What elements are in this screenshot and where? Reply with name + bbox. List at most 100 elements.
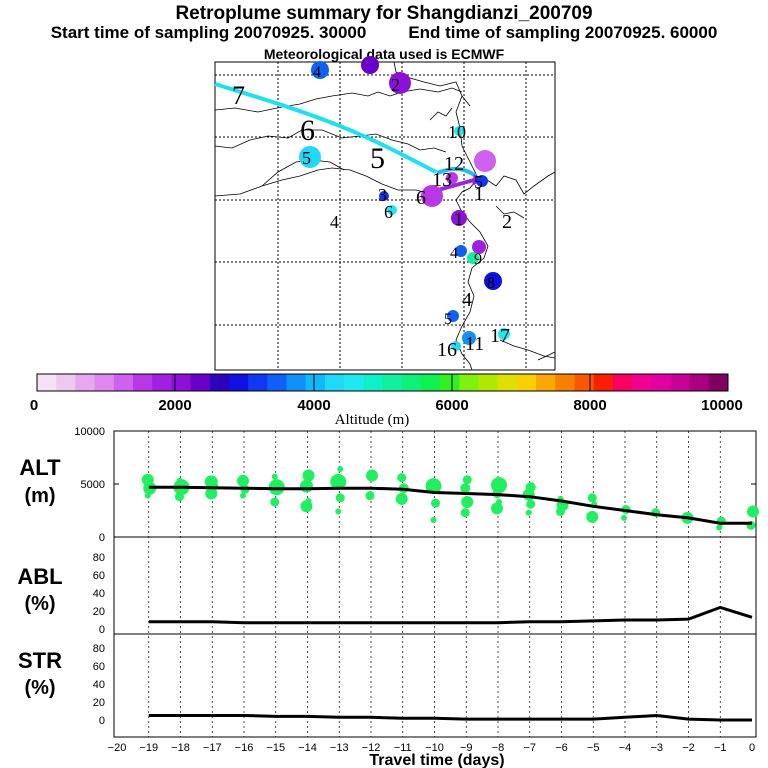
alt-panel: ALT (m) 10000 5000 0 <box>19 426 759 544</box>
cluster-circle <box>474 150 496 172</box>
colorbar-cell <box>593 374 614 391</box>
map-day-label: 5 <box>474 172 483 192</box>
colorbar-cell <box>267 374 288 391</box>
colorbar-cell <box>75 374 96 391</box>
abl-ytick: 60 <box>93 570 105 582</box>
cluster-circle <box>379 191 389 201</box>
x-tick-label: −11 <box>394 742 412 754</box>
alt-point <box>365 491 375 501</box>
x-tick-label: −10 <box>425 742 444 754</box>
cluster-circle <box>472 240 486 254</box>
map-day-label: 6 <box>416 187 426 209</box>
cluster-circle <box>389 72 411 94</box>
colorbar-cell <box>171 374 192 391</box>
x-tick-label: −1 <box>714 742 727 754</box>
alt-point <box>204 475 218 489</box>
trajectory-purple <box>437 178 475 192</box>
alt-point <box>366 469 378 482</box>
end-time: End time of sampling 20070925. 60000 <box>408 23 718 42</box>
colorbar-tick: 0 <box>30 397 38 414</box>
map-day-label: 13 <box>432 169 452 191</box>
sampling-times: Start time of sampling 20070925. 30000 En… <box>0 23 768 43</box>
colorbar-cell <box>574 374 595 391</box>
x-axis-ticks: −20 −19 −18 −17 −16 −15 −14 −13 −12 −11 −10 −9 −8 −7−… <box>108 742 755 754</box>
colorbar-cell <box>612 374 633 391</box>
alt-point <box>270 497 280 507</box>
colorbar-cell <box>420 374 441 391</box>
map-day-label: 4 <box>462 289 472 311</box>
colorbar-cell <box>209 374 230 391</box>
alt-point <box>621 514 627 521</box>
cluster-circle <box>311 61 329 79</box>
map-day-label: 2 <box>502 211 512 233</box>
x-tick-label: −6 <box>555 742 568 754</box>
start-time: Start time of sampling 20070925. 30000 <box>50 23 367 42</box>
cluster-circle <box>299 146 321 168</box>
trajectory-cyan-end <box>436 166 478 178</box>
alt-point <box>525 509 532 516</box>
str-label: STR <box>18 648 62 673</box>
trajectory-cyan <box>214 82 437 174</box>
alt-point <box>335 493 345 503</box>
alt-point <box>716 524 723 531</box>
alt-point <box>141 473 154 486</box>
colorbar-cell <box>363 374 383 391</box>
colorbar-cell <box>190 374 211 391</box>
cluster-circle <box>451 341 461 351</box>
alt-point <box>491 502 503 515</box>
x-axis-label: Travel time (days) <box>369 752 504 768</box>
x-tick-label: −9 <box>460 742 473 754</box>
colorbar-cell <box>286 374 307 391</box>
abl-yticks: 80 60 40 20 0 <box>93 552 105 636</box>
str-ytick: 40 <box>93 679 105 691</box>
colorbar-cell <box>382 374 403 391</box>
colorbar-cell <box>440 374 460 391</box>
map-day-label: 10 <box>448 122 466 142</box>
alt-point <box>302 469 315 482</box>
x-tick-label: −14 <box>298 742 317 754</box>
map-day-label: 4 <box>450 245 458 262</box>
abl-ytick: 40 <box>93 588 105 600</box>
cluster-circle <box>447 310 459 322</box>
colorbar-cell <box>305 374 326 391</box>
alt-point <box>496 499 502 506</box>
colorbar-cell <box>152 374 172 391</box>
alt-point <box>491 477 507 494</box>
alt-point <box>460 483 471 494</box>
chart-title: Retroplume summary for Shangdianzi_20070… <box>175 3 593 24</box>
alt-point <box>460 508 470 518</box>
alt-unit: (m) <box>24 485 55 507</box>
map-day-label: 7 <box>232 81 245 110</box>
x-tick-label: 0 <box>749 742 755 754</box>
cluster-circle <box>476 175 488 187</box>
colorbar-cell <box>555 374 575 391</box>
alt-point <box>430 479 441 489</box>
str-line <box>148 713 752 722</box>
map-day-label: 3 <box>378 185 387 205</box>
map-panel: 7 6 5 5 4 10 3 6 4 2 4 1 4 5 17 16 11 2 … <box>214 56 556 371</box>
alt-point <box>747 505 759 518</box>
str-ytick: 80 <box>93 643 105 655</box>
colorbar-tick-labels: 0 2000 4000 6000 8000 10000 <box>30 397 743 414</box>
map-day-label: 5 <box>444 311 452 328</box>
alt-mean-line <box>148 485 752 525</box>
abl-panel: ABL (%) 80 60 40 20 0 <box>17 552 753 636</box>
colorbar-cell <box>632 374 652 391</box>
panels-frame <box>113 430 757 738</box>
alt-point <box>335 508 342 515</box>
colorbar: 0 2000 4000 6000 8000 10000 Altitude (m) <box>30 373 743 428</box>
str-ytick: 0 <box>99 715 105 727</box>
abl-ytick: 0 <box>99 624 105 636</box>
map-day-label: 16 <box>437 339 457 361</box>
alt-ytick-marks <box>114 430 756 485</box>
map-day-label: 9 <box>474 251 482 268</box>
x-tick-label: −7 <box>523 742 536 754</box>
alt-ytick: 10000 <box>74 426 105 438</box>
x-tick-label: −15 <box>266 742 285 754</box>
met-data-note: Meteorological data used is ECMWF <box>263 46 505 62</box>
alt-point <box>330 473 347 490</box>
alt-point <box>176 477 183 484</box>
cluster-circle <box>454 126 464 136</box>
str-ytick: 60 <box>93 661 105 673</box>
